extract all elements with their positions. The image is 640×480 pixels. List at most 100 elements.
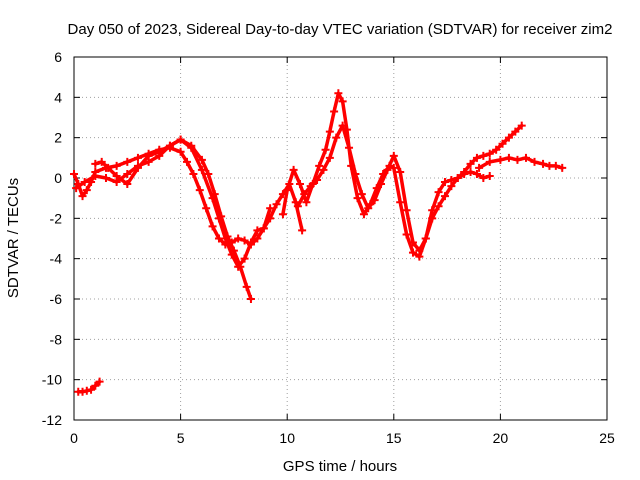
data-point-marker [144, 151, 153, 160]
data-point-marker [421, 234, 430, 243]
data-point-marker [176, 147, 185, 156]
data-point-marker [434, 202, 443, 211]
x-tick-label: 5 [177, 430, 185, 446]
plot-frame [73, 56, 608, 421]
data-point-marker [80, 178, 89, 187]
data-point-marker [155, 147, 164, 156]
data-point-marker [402, 230, 411, 239]
data-point-marker [91, 159, 100, 168]
data-point-marker [82, 386, 91, 395]
data-point-marker [240, 236, 249, 245]
grid [74, 57, 607, 420]
data-point-marker [97, 157, 106, 166]
y-axis-label: SDTVAR / TECUs [5, 178, 22, 298]
data-point-marker [289, 165, 298, 174]
data-point-marker [539, 159, 548, 168]
data-point-marker [78, 387, 87, 396]
data-point-marker [338, 121, 347, 130]
data-point-marker [389, 163, 398, 172]
data-point-marker [402, 206, 411, 215]
data-point-marker [202, 204, 211, 213]
data-point-marker [357, 190, 366, 199]
data-point-marker [227, 250, 236, 259]
data-point-marker [189, 169, 198, 178]
data-point-marker [338, 97, 347, 106]
y-tick-label: -12 [42, 412, 62, 428]
data-point-marker [306, 182, 315, 191]
data-point-marker [87, 385, 96, 394]
data-point-marker [300, 190, 309, 199]
data-point-marker [377, 180, 386, 189]
data-point-marker [234, 234, 243, 243]
data-point-marker [396, 198, 405, 207]
data-point-marker [415, 246, 424, 255]
y-tick-label: -10 [42, 372, 62, 388]
data-point-marker [165, 141, 174, 150]
data-point-marker [283, 186, 292, 195]
data-series [70, 89, 567, 396]
data-point-marker [440, 178, 449, 187]
data-point-marker [460, 169, 469, 178]
data-point-marker [513, 155, 522, 164]
data-point-marker [325, 127, 334, 136]
data-point-marker [440, 192, 449, 201]
data-point-marker [434, 188, 443, 197]
x-tick-label: 10 [279, 430, 295, 446]
data-point-marker [234, 262, 243, 271]
data-point-marker [330, 107, 339, 116]
data-point-marker [133, 163, 142, 172]
series-sat-trace-e [293, 121, 494, 255]
data-point-marker [123, 169, 132, 178]
data-point-marker [104, 163, 113, 172]
series-sat-trace-f [475, 153, 567, 172]
data-point-marker [530, 157, 539, 166]
y-tick-label: 4 [54, 89, 62, 105]
data-point-marker [364, 204, 373, 213]
data-point-marker [479, 151, 488, 160]
data-point-marker [319, 165, 328, 174]
data-point-marker [197, 165, 206, 174]
data-point-marker [278, 210, 287, 219]
data-point-marker [95, 377, 104, 386]
data-point-marker [204, 169, 213, 178]
data-point-marker [472, 153, 481, 162]
y-tick-label: -6 [50, 291, 63, 307]
data-point-marker [176, 135, 185, 144]
data-point-marker [370, 196, 379, 205]
data-point-marker [182, 157, 191, 166]
y-tick-label: 6 [54, 49, 62, 65]
data-point-marker [492, 145, 501, 154]
data-point-marker [428, 206, 437, 215]
y-tick-label: -8 [50, 331, 63, 347]
data-point-marker [197, 155, 206, 164]
data-point-marker [351, 169, 360, 178]
data-point-marker [485, 157, 494, 166]
y-tick-label: -4 [50, 251, 63, 267]
series-sat-trace-a [70, 143, 275, 249]
data-point-marker [504, 153, 513, 162]
data-point-marker [214, 214, 223, 223]
data-point-marker [313, 176, 322, 185]
data-point-marker [72, 184, 81, 193]
data-point-marker [91, 171, 100, 180]
y-tick-label: 0 [54, 170, 62, 186]
data-point-marker [334, 89, 343, 98]
data-point-marker [295, 180, 304, 189]
x-axis-label: GPS time / hours [283, 458, 397, 475]
data-point-marker [221, 234, 230, 243]
data-point-marker [187, 143, 196, 152]
y-tick-label: -2 [50, 210, 63, 226]
data-point-marker [408, 248, 417, 257]
data-point-marker [408, 238, 417, 247]
data-point-marker [253, 226, 262, 235]
data-point-marker [504, 133, 513, 142]
data-point-marker [359, 210, 368, 219]
data-point-marker [485, 171, 494, 180]
data-point-marker [466, 159, 475, 168]
x-tick-label: 15 [386, 430, 402, 446]
data-point-marker [112, 161, 121, 170]
data-point-marker [195, 186, 204, 195]
x-tick-label: 25 [599, 430, 615, 446]
data-point-marker [475, 163, 484, 172]
